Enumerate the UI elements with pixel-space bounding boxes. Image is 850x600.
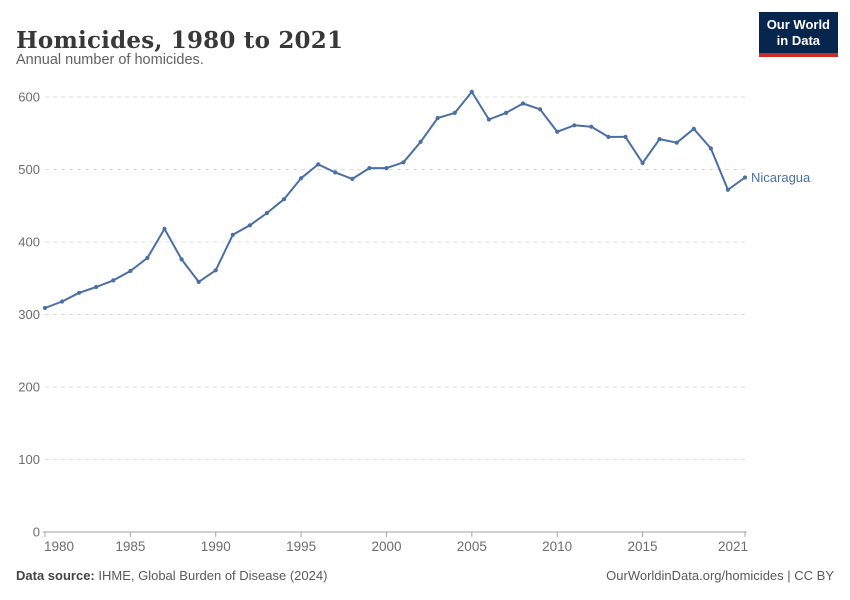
data-point[interactable] — [316, 162, 321, 167]
data-point[interactable] — [384, 166, 389, 171]
data-point[interactable] — [162, 226, 167, 231]
x-tick-label: 2015 — [628, 539, 658, 554]
data-point[interactable] — [657, 137, 662, 142]
chart-subtitle: Annual number of homicides. — [16, 52, 204, 68]
y-tick-label: 500 — [18, 162, 40, 177]
data-point[interactable] — [213, 268, 218, 273]
data-point[interactable] — [401, 160, 406, 165]
data-source-note: Data source: IHME, Global Burden of Dise… — [16, 568, 327, 583]
x-tick-label: 1990 — [201, 539, 231, 554]
x-tick-label: 2000 — [371, 539, 401, 554]
data-point[interactable] — [742, 175, 748, 180]
x-tick-label: 1985 — [115, 539, 145, 554]
entity-label[interactable]: Nicaragua — [751, 170, 811, 185]
data-point[interactable] — [196, 279, 201, 284]
data-point[interactable] — [623, 134, 628, 139]
data-point[interactable] — [60, 299, 65, 304]
data-point[interactable] — [469, 89, 474, 94]
data-point[interactable] — [230, 232, 235, 237]
data-point[interactable] — [77, 290, 82, 295]
data-point[interactable] — [333, 170, 338, 175]
data-point[interactable] — [179, 257, 184, 262]
y-tick-label: 300 — [18, 307, 40, 322]
data-point[interactable] — [606, 134, 611, 139]
owid-logo-line1: Our World — [766, 17, 830, 32]
data-point[interactable] — [452, 110, 457, 115]
y-tick-label: 400 — [18, 235, 40, 250]
data-point[interactable] — [350, 176, 355, 181]
data-point[interactable] — [435, 115, 440, 121]
data-point[interactable] — [299, 176, 304, 181]
data-point[interactable] — [640, 160, 645, 166]
data-point[interactable] — [418, 139, 423, 144]
data-point[interactable] — [538, 107, 543, 112]
x-tick-label: 1980 — [44, 539, 74, 554]
x-tick-label: 2010 — [542, 539, 572, 554]
x-tick-label: 1995 — [286, 539, 316, 554]
y-tick-label: 100 — [18, 452, 40, 467]
data-point[interactable] — [708, 146, 714, 151]
chart-footer: Data source: IHME, Global Burden of Dise… — [16, 568, 834, 583]
data-point[interactable] — [520, 101, 526, 106]
data-point[interactable] — [367, 166, 372, 171]
x-tick-label: 2005 — [457, 539, 487, 554]
data-point[interactable] — [691, 126, 696, 131]
data-point[interactable] — [486, 117, 491, 122]
data-point[interactable] — [94, 284, 99, 290]
data-source-value: IHME, Global Burden of Disease (2024) — [98, 568, 328, 583]
data-point[interactable] — [264, 210, 270, 216]
data-point[interactable] — [247, 223, 252, 228]
series-line[interactable] — [44, 90, 746, 309]
y-tick-label: 200 — [18, 380, 40, 395]
data-point[interactable] — [725, 187, 731, 192]
chart-canvas[interactable]: 0 100 200 300 400 500 600 1980 1985 1990 1995 2000 2… — [0, 85, 850, 560]
credit-link[interactable]: OurWorldinData.org/homicides | CC BY — [606, 568, 834, 583]
x-tick-label: 2021 — [718, 539, 748, 554]
data-point[interactable] — [145, 255, 150, 260]
data-point[interactable] — [674, 140, 679, 145]
data-point[interactable] — [589, 124, 594, 129]
y-tick-label: 600 — [18, 90, 40, 105]
data-point[interactable] — [555, 129, 560, 134]
data-point[interactable] — [111, 278, 116, 283]
page-title: Homicides, 1980 to 2021 — [16, 27, 344, 55]
data-source-label: Data source: — [16, 568, 95, 583]
data-point[interactable] — [503, 110, 509, 115]
y-tick-label: 0 — [33, 525, 40, 540]
data-point[interactable] — [281, 197, 287, 202]
owid-logo-line2: in Data — [776, 32, 821, 48]
data-point[interactable] — [42, 305, 48, 311]
data-point[interactable] — [128, 268, 133, 274]
data-point[interactable] — [572, 123, 577, 128]
owid-logo[interactable]: Our World in Data — [758, 12, 838, 57]
